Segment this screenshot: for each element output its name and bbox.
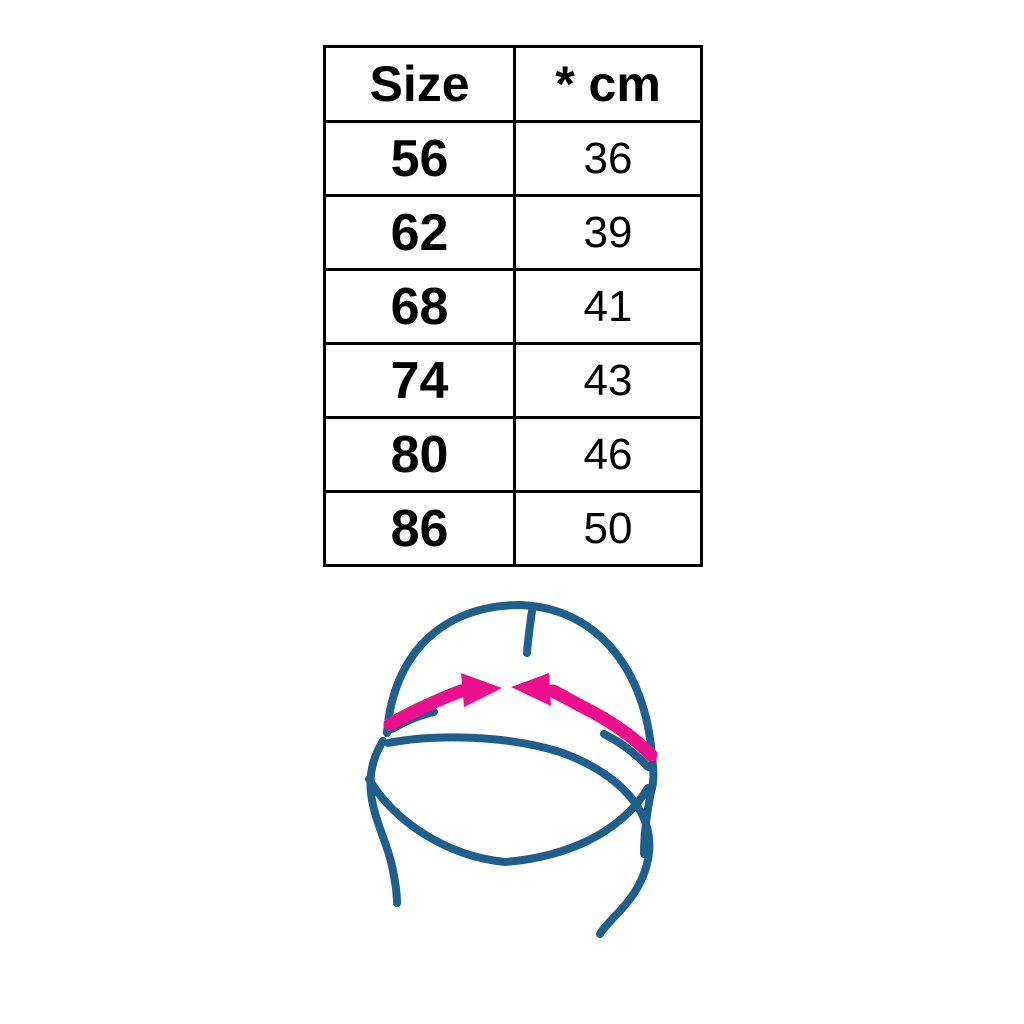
measurement-arrow-right-tail <box>546 684 658 762</box>
hat-brim-lower-edge <box>365 775 652 866</box>
measurement-arrowhead-right-icon <box>511 673 551 706</box>
cm-value: 36 <box>513 120 703 197</box>
measurement-arrowhead-left-icon <box>461 673 502 707</box>
cm-value: 43 <box>513 342 703 419</box>
hat-right-side-edge <box>640 753 658 858</box>
size-table: Size * cm 56 36 62 39 68 41 74 43 80 <box>323 45 703 567</box>
baby-hat-circumference-diagram-icon <box>365 601 658 938</box>
hat-top-seam <box>523 607 536 657</box>
cm-value: 46 <box>513 416 703 493</box>
hat-left-tie-string <box>366 737 401 907</box>
size-column-header: Size <box>323 45 516 123</box>
cm-value: 39 <box>513 194 703 271</box>
table-row: 80 46 <box>323 416 703 493</box>
brim-fold-accent-right <box>600 730 652 771</box>
size-value: 80 <box>323 416 516 493</box>
cm-value: 50 <box>513 490 703 567</box>
table-row: 74 43 <box>323 342 703 419</box>
size-value: 74 <box>323 342 516 419</box>
size-value: 86 <box>323 490 516 567</box>
table-header-row: Size * cm <box>323 45 703 123</box>
table-row: 86 50 <box>323 490 703 567</box>
measurement-arrow-left-tail <box>383 684 468 731</box>
table-row: 68 41 <box>323 268 703 345</box>
table-row: 56 36 <box>323 120 703 197</box>
size-value: 62 <box>323 194 516 271</box>
cm-column-header: * cm <box>513 45 703 123</box>
table-row: 62 39 <box>323 194 703 271</box>
size-value: 68 <box>323 268 516 345</box>
cm-value: 41 <box>513 268 703 345</box>
hat-brim-upper-edge-right-string <box>384 733 654 938</box>
hat-dome-outline <box>383 601 656 761</box>
size-value: 56 <box>323 120 516 197</box>
